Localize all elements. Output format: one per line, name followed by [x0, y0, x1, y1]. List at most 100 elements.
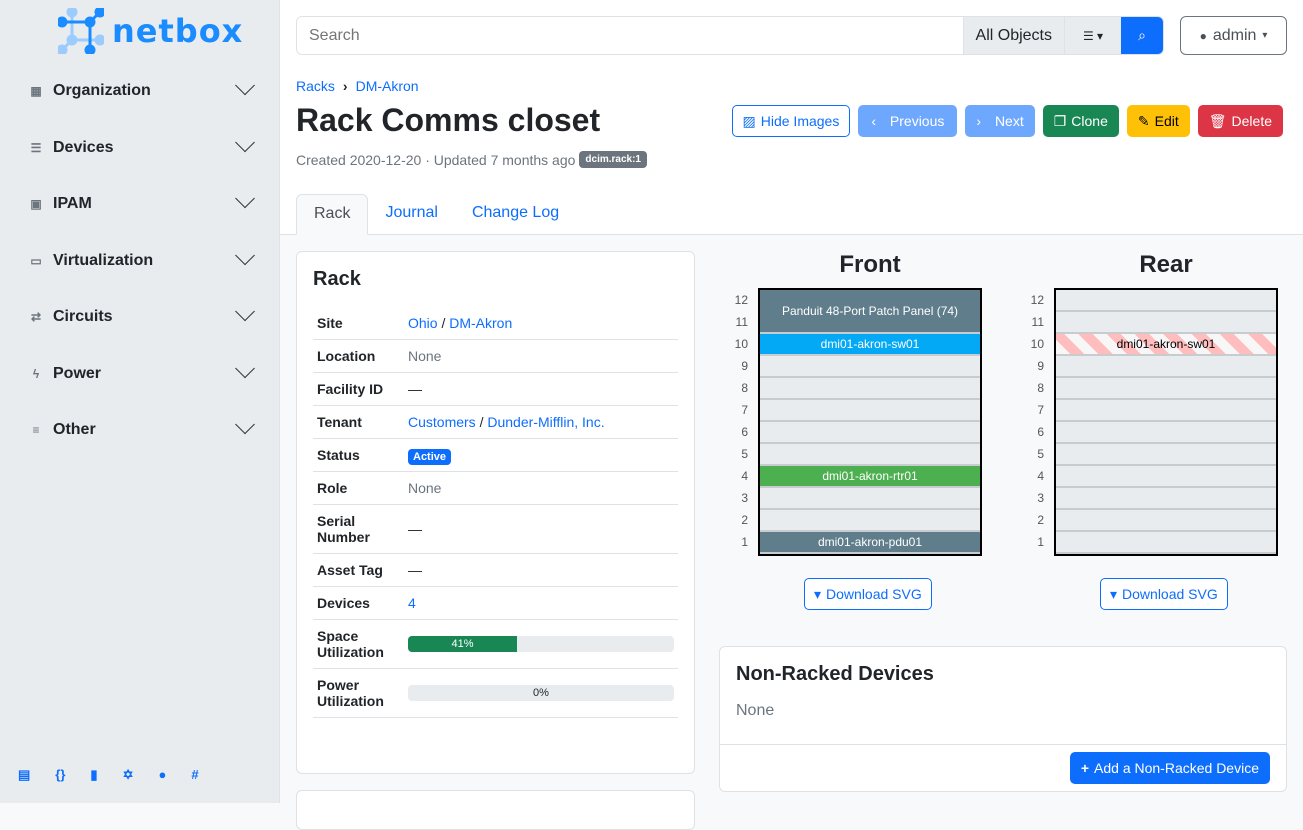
breadcrumb: Racks › DM-Akron — [296, 78, 419, 94]
breadcrumb-site[interactable]: DM-Akron — [355, 78, 419, 94]
row-value: — — [404, 372, 678, 406]
object-type-select[interactable]: All Objects — [962, 17, 1064, 54]
empty-rack-unit[interactable] — [1056, 466, 1276, 488]
user-name: admin — [1212, 26, 1257, 44]
unit-number: 4 — [1037, 469, 1044, 483]
delete-button[interactable]: 🗑 Delete — [1197, 105, 1283, 137]
unit-number: 6 — [1037, 425, 1044, 439]
front-rack-elevation: Panduit 48-Port Patch Panel (74) dmi01-ak… — [758, 288, 982, 556]
account-icon: ● — [1199, 28, 1207, 43]
table-row: Power Utilization 0% — [313, 668, 678, 718]
empty-rack-unit[interactable] — [760, 510, 980, 532]
unit-number: 3 — [1037, 491, 1044, 505]
rack-device[interactable]: dmi01-akron-rtr01 — [760, 466, 980, 488]
next-card — [296, 790, 695, 830]
trash-icon: 🗑 — [1208, 112, 1227, 129]
download-front-svg-button[interactable]: ▾ Download SVG — [804, 578, 932, 610]
sidebar-item-other[interactable]: ≡ Other — [28, 414, 255, 439]
netbox-logo[interactable]: netbox — [58, 8, 243, 54]
unit-number: 10 — [1030, 337, 1044, 351]
empty-rack-unit[interactable] — [760, 444, 980, 466]
tab-change-log[interactable]: Change Log — [471, 204, 560, 221]
row-key: Facility ID — [313, 372, 404, 406]
unit-number: 8 — [1037, 381, 1044, 395]
sidebar-item-ipam[interactable]: ▣ IPAM — [28, 188, 255, 213]
empty-rack-unit[interactable] — [1056, 510, 1276, 532]
unit-number: 3 — [741, 491, 748, 505]
download-rear-svg-button[interactable]: ▾ Download SVG — [1100, 578, 1228, 610]
graphql-icon[interactable]: ✡ — [122, 767, 134, 782]
empty-rack-unit[interactable] — [1056, 488, 1276, 510]
rack-device[interactable]: Panduit 48-Port Patch Panel (74) — [760, 290, 980, 334]
next-button[interactable]: › Next — [965, 105, 1035, 137]
empty-rack-unit[interactable] — [1056, 378, 1276, 400]
empty-rack-unit[interactable] — [760, 400, 980, 422]
site-link[interactable]: DM-Akron — [449, 315, 513, 331]
add-non-racked-device-button[interactable]: + Add a Non-Racked Device — [1069, 752, 1270, 784]
sidebar-item-virtualization[interactable]: ▭ Virtualization — [28, 245, 255, 270]
empty-rack-unit[interactable] — [1056, 312, 1276, 334]
sidebar-item-devices[interactable]: ☰ Devices — [28, 132, 255, 157]
hide-images-button[interactable]: ▨ Hide Images — [731, 105, 851, 137]
previous-button[interactable]: ‹ Previous — [858, 105, 958, 137]
empty-rack-unit[interactable] — [760, 488, 980, 510]
slack-icon[interactable]: # — [191, 767, 199, 782]
unit-number: 9 — [741, 359, 748, 373]
tenant-link[interactable]: Dunder-Mifflin, Inc. — [487, 414, 605, 430]
filter-dropdown-button[interactable]: ☰ ▾ — [1064, 17, 1121, 54]
sidebar-item-label: Power — [53, 365, 102, 382]
rack-device[interactable]: dmi01-akron-pdu01 — [760, 532, 980, 554]
space-utilization-bar: 41% — [408, 636, 674, 652]
tenant-group-link[interactable]: Customers — [408, 414, 476, 430]
unit-number: 11 — [1031, 315, 1044, 329]
empty-rack-unit[interactable] — [1056, 356, 1276, 378]
table-row: Status Active — [313, 438, 678, 472]
tab-rack[interactable]: Rack — [296, 194, 369, 235]
notes-icon: ≡ — [32, 423, 40, 437]
row-key: Asset Tag — [313, 553, 404, 587]
empty-rack-unit[interactable] — [1056, 444, 1276, 466]
empty-rack-unit[interactable] — [1056, 532, 1276, 554]
netbox-logo-icon — [58, 8, 104, 54]
search-button[interactable]: ⌕ — [1121, 17, 1163, 54]
empty-rack-unit[interactable] — [760, 378, 980, 400]
empty-rack-unit[interactable] — [760, 356, 980, 378]
clone-button[interactable]: ❐ Clone — [1042, 105, 1119, 137]
card-title: Rack — [313, 268, 361, 290]
user-menu-button[interactable]: ● admin ▾ — [1180, 16, 1287, 55]
counter-icon: ▣ — [30, 197, 42, 211]
button-label: Previous — [889, 113, 945, 129]
unit-number: 2 — [741, 513, 748, 527]
chevron-down-icon — [235, 358, 255, 379]
region-link[interactable]: Ohio — [408, 315, 438, 331]
docs-icon[interactable]: ▤ — [18, 767, 31, 782]
unit-number: 10 — [734, 337, 748, 351]
github-icon[interactable]: ● — [158, 767, 167, 782]
devices-count-link[interactable]: 4 — [408, 595, 416, 611]
rack-device[interactable]: dmi01-akron-sw01 — [1056, 334, 1276, 356]
sidebar-item-organization[interactable]: ▦ Organization — [28, 75, 255, 100]
card-title: Non-Racked Devices — [736, 663, 934, 685]
file-download-icon: ▾ — [1110, 585, 1118, 602]
object-tag-badge: dcim.rack:1 — [579, 151, 647, 168]
button-label: Delete — [1231, 113, 1272, 129]
tab-journal[interactable]: Journal — [385, 204, 438, 221]
empty-rack-unit[interactable] — [1056, 422, 1276, 444]
sidebar-item-power[interactable]: ϟ Power — [28, 358, 255, 383]
sidebar-item-label: Organization — [53, 82, 151, 99]
unit-number: 1 — [1037, 535, 1044, 549]
edit-button[interactable]: ✎ Edit — [1126, 105, 1190, 137]
chevron-down-icon — [235, 188, 255, 209]
button-label: Download SVG — [826, 586, 922, 602]
api-icon[interactable]: {} — [55, 767, 66, 782]
rack-device[interactable]: dmi01-akron-sw01 — [760, 334, 980, 356]
breadcrumb-racks[interactable]: Racks — [296, 78, 335, 94]
sidebar-item-circuits[interactable]: ⇄ Circuits — [28, 301, 255, 326]
row-key: Site — [313, 307, 404, 340]
empty-rack-unit[interactable] — [760, 422, 980, 444]
search-input[interactable] — [297, 17, 963, 54]
filter-icon: ☰ ▾ — [1082, 28, 1104, 43]
book-icon[interactable]: ▮ — [90, 767, 98, 782]
empty-rack-unit[interactable] — [1056, 290, 1276, 312]
empty-rack-unit[interactable] — [1056, 400, 1276, 422]
